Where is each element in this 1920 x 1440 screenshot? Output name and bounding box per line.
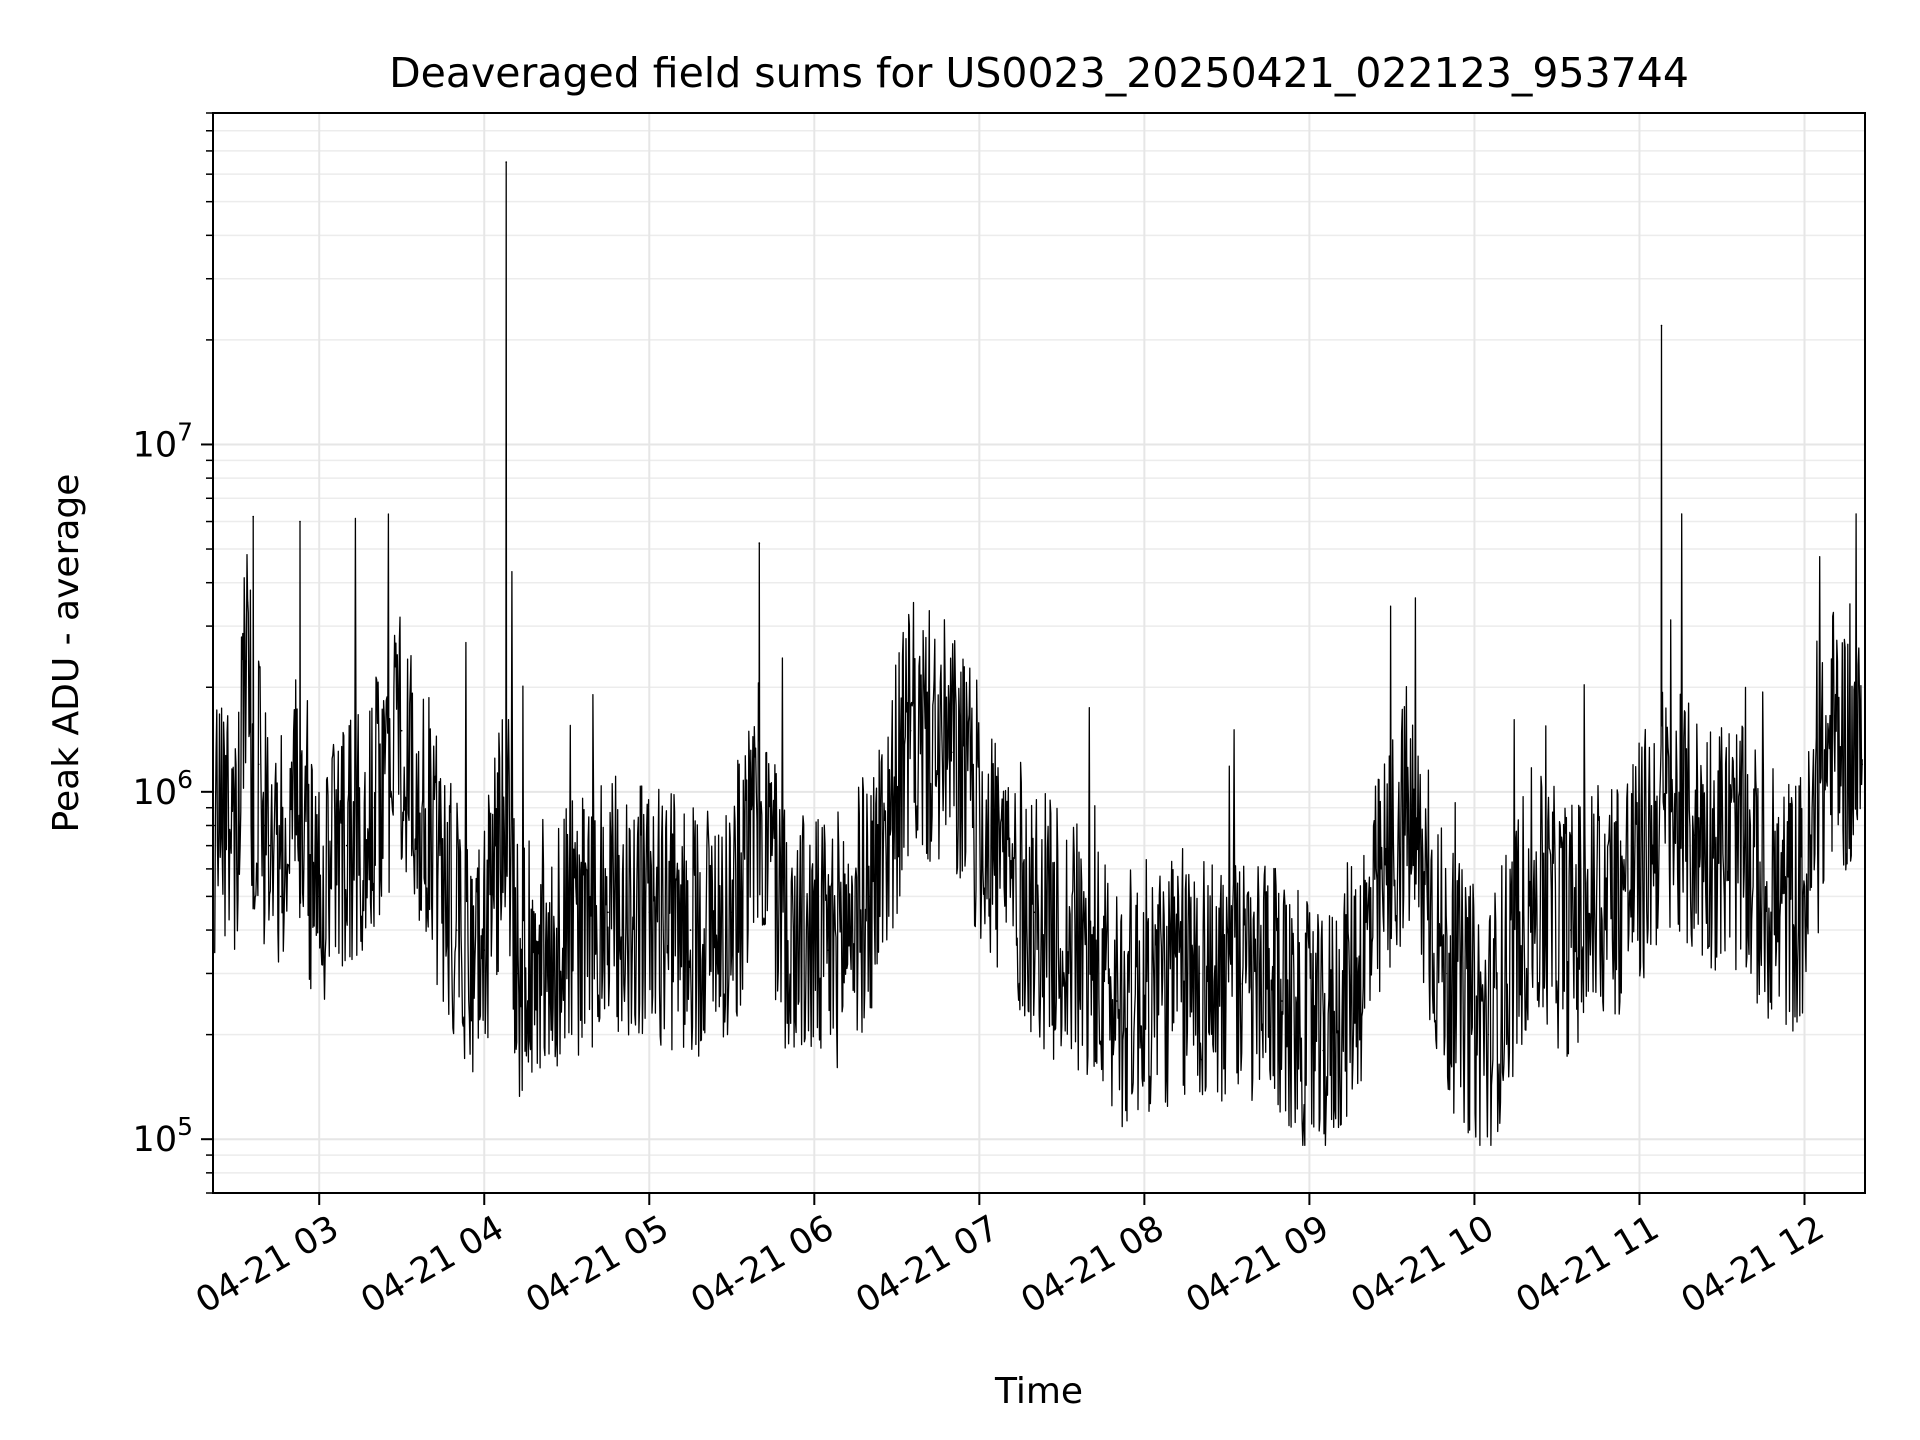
data-point	[1803, 895, 1806, 898]
data-point	[318, 895, 321, 898]
data-point	[786, 929, 788, 931]
data-point	[224, 806, 227, 809]
data-point	[516, 972, 519, 975]
y-axis-label: Peak ADU - average	[46, 474, 87, 833]
y-tick-label: 107	[133, 417, 193, 465]
series-line	[214, 161, 1863, 1147]
data-point	[1776, 911, 1778, 914]
data-point	[290, 806, 293, 809]
data-point	[1074, 949, 1077, 951]
data-point	[607, 911, 609, 914]
data-point	[1861, 763, 1863, 766]
data-point	[307, 868, 310, 870]
data-point	[235, 868, 238, 870]
data-point	[1569, 929, 1572, 931]
y-axis: 105 106 107	[133, 112, 213, 1194]
chart-title: Deaveraged field sums for US0023_2025042…	[389, 49, 1689, 97]
data-point	[400, 729, 403, 732]
data-point	[246, 602, 249, 604]
series-layer	[213, 161, 1863, 1147]
data-point	[1322, 1049, 1324, 1052]
data-point	[1660, 324, 1663, 327]
data-point	[951, 751, 953, 754]
data-point	[428, 824, 431, 827]
data-point	[483, 949, 486, 951]
data-point	[1487, 1033, 1489, 1036]
data-point	[566, 929, 568, 931]
data-point	[1033, 911, 1036, 914]
data-point	[689, 929, 692, 931]
data-point	[1831, 729, 1833, 732]
data-point	[827, 949, 829, 951]
data-point	[868, 895, 871, 898]
data-point	[1693, 834, 1696, 836]
data-point	[1446, 972, 1448, 975]
data-point	[455, 929, 458, 931]
data-point	[758, 542, 761, 544]
data-point	[1239, 983, 1242, 985]
data-point	[268, 844, 271, 847]
data-point	[992, 844, 994, 847]
data-point	[263, 824, 266, 827]
data-point	[1363, 949, 1366, 951]
data-point	[1157, 983, 1159, 985]
y-tick-label: 105	[133, 1112, 193, 1160]
data-point	[1528, 895, 1531, 898]
data-point	[373, 806, 376, 809]
data-point	[1638, 868, 1641, 870]
data-point	[345, 844, 348, 847]
data-point	[1404, 806, 1407, 809]
data-point	[299, 520, 301, 523]
data-point	[648, 911, 651, 914]
data-point	[1116, 1000, 1118, 1002]
plot-frame	[212, 112, 1866, 1194]
data-point	[257, 763, 260, 766]
y-tick-label: 106	[133, 765, 193, 813]
data-point	[909, 729, 912, 732]
data-point	[538, 949, 541, 951]
data-point	[1281, 1000, 1283, 1002]
data-point	[1734, 844, 1737, 847]
data-point	[1198, 972, 1201, 975]
x-axis-label: Time	[994, 1371, 1083, 1412]
data-point	[279, 895, 282, 898]
data-point	[505, 161, 508, 163]
data-point	[1611, 895, 1613, 898]
data-point	[213, 824, 216, 827]
data-point	[252, 515, 254, 518]
data-point	[731, 911, 733, 914]
